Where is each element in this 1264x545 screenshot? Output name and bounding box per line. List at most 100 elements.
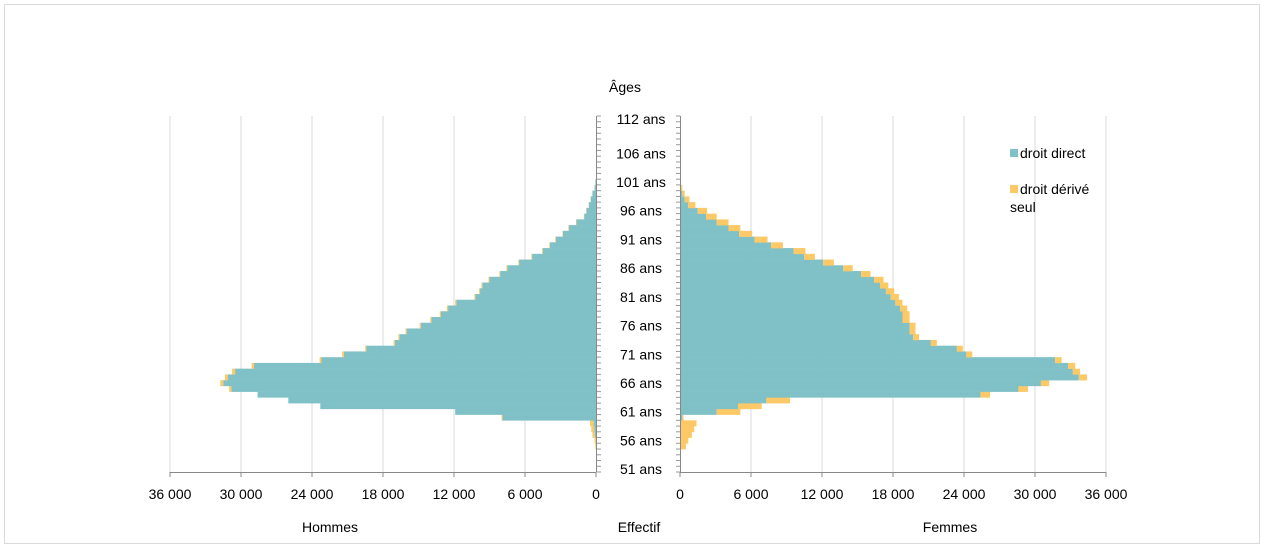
bar-men-direct [519, 260, 596, 266]
bar-women-derived [1068, 363, 1075, 369]
bar-women-direct [680, 409, 717, 415]
bar-men-derived [455, 300, 456, 306]
bar-women-derived [698, 208, 707, 214]
bar-women-derived [874, 277, 883, 283]
age-tick-label: 56 ans [620, 432, 662, 448]
bar-men-derived [447, 305, 448, 311]
bar-women-direct [680, 237, 755, 243]
bar-men-direct [407, 328, 596, 334]
age-tick-label: 71 ans [620, 346, 662, 362]
bar-men-derived [592, 432, 594, 438]
bar-women-derived [681, 185, 682, 191]
bar-men-derived [398, 334, 399, 340]
bar-women-derived [823, 260, 834, 266]
x-axis-title: Effectif [618, 519, 661, 535]
bar-men-derived [531, 254, 532, 260]
bar-women-derived [931, 340, 937, 346]
women-axis-label: Femmes [923, 519, 977, 535]
bar-women-direct [680, 346, 957, 352]
bar-women-derived [680, 420, 697, 426]
bar-men-direct [595, 179, 596, 185]
bar-men-derived [518, 260, 519, 266]
bar-men-derived [595, 438, 596, 444]
women-x-tick-label: 6 000 [733, 486, 768, 502]
bar-men-direct [507, 265, 596, 271]
bar-women-direct [680, 202, 688, 208]
bar-men-direct [235, 369, 596, 375]
bar-men-direct [584, 214, 596, 220]
bar-men-direct [432, 317, 596, 323]
bar-women-derived [1018, 386, 1027, 392]
bar-women-derived [861, 271, 870, 277]
age-tick-label: 101 ans [616, 174, 666, 190]
legend-label-droit-derive-seul-line2: seul [1010, 199, 1036, 215]
bar-women-derived [891, 294, 899, 300]
age-tick-label: 86 ans [620, 260, 662, 276]
bar-women-direct [680, 300, 895, 306]
bar-men-direct [490, 277, 597, 283]
women-x-tick-label: 18 000 [872, 486, 915, 502]
bar-men-direct [595, 432, 596, 438]
bar-women-derived [739, 231, 752, 237]
age-tick-label: 106 ans [616, 145, 666, 161]
bar-women-derived [910, 328, 916, 334]
bar-women-derived [755, 237, 768, 243]
bar-women-direct [680, 380, 1041, 386]
bar-men-direct [320, 403, 596, 409]
bar-women-derived [804, 254, 815, 260]
bar-women-derived [900, 305, 907, 311]
bar-women-direct [680, 317, 902, 323]
bar-men-direct [288, 397, 596, 403]
bar-women-derived [717, 409, 741, 415]
bar-men-direct [232, 386, 596, 392]
bar-women-derived [913, 334, 919, 340]
legend: droit direct droit dérivé seul [1010, 145, 1089, 215]
bar-women-direct [680, 323, 910, 329]
bar-women-derived [843, 265, 852, 271]
bar-men-derived [365, 346, 366, 352]
bar-women-direct [680, 363, 1068, 369]
bar-women-direct [680, 265, 843, 271]
men-x-tick-label: 6 000 [507, 486, 542, 502]
bar-women-derived [1041, 380, 1049, 386]
bar-men-direct [366, 346, 596, 352]
bar-women-derived [1055, 357, 1062, 363]
age-tick-label: 61 ans [620, 404, 662, 420]
bar-men-derived [405, 328, 406, 334]
bar-women-direct [680, 231, 739, 237]
bar-women-derived [688, 202, 695, 208]
age-tick-label: 91 ans [620, 231, 662, 247]
age-tick-label: 112 ans [617, 111, 666, 127]
bar-women-direct [680, 311, 902, 317]
bar-men-direct [503, 415, 596, 421]
bar-men-direct [543, 248, 596, 254]
bar-men-derived [502, 415, 503, 421]
bar-women-derived [966, 351, 972, 357]
bar-men-direct [344, 351, 596, 357]
bar-men-direct [587, 208, 596, 214]
bar-men-derived [590, 420, 594, 426]
bar-men-derived [499, 271, 500, 277]
bar-women-direct [680, 283, 880, 289]
bar-men-derived [394, 340, 395, 346]
age-tick-label: 76 ans [620, 318, 662, 334]
bar-women-derived [902, 317, 909, 323]
bar-men-derived [474, 294, 475, 300]
bar-men-direct [480, 288, 596, 294]
bar-men-derived [542, 248, 543, 254]
bar-men-direct [448, 305, 596, 311]
bar-women-direct [680, 219, 717, 225]
bar-women-derived [680, 438, 688, 444]
bar-men-direct [563, 231, 596, 237]
bar-men-direct [589, 202, 596, 208]
bar-men-derived [479, 288, 480, 294]
women-x-tick-label: 24 000 [943, 486, 986, 502]
bar-men-direct [321, 357, 596, 363]
legend-label-droit-derive-seul: droit dérivé [1020, 181, 1089, 197]
bar-women-direct [680, 208, 698, 214]
women-x-tick-label: 0 [676, 486, 684, 502]
bar-men-derived [232, 369, 235, 375]
bar-women-direct [680, 288, 886, 294]
men-x-tick-label: 30 000 [220, 486, 263, 502]
